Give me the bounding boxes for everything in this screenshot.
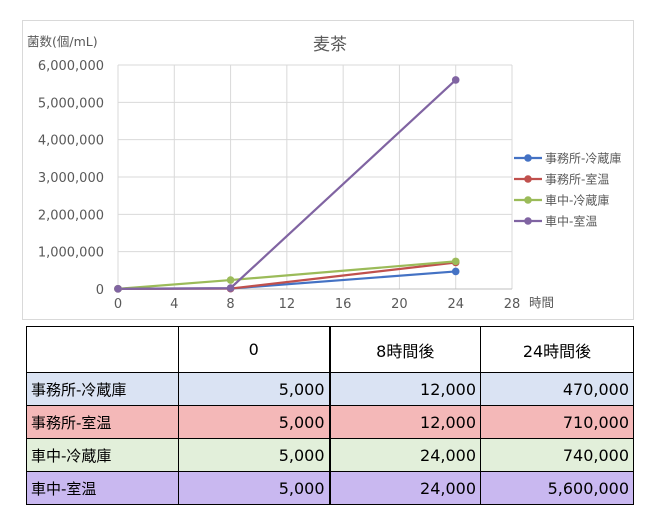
x-tick-label: 12	[279, 297, 296, 312]
table-cell: 24,000	[328, 438, 481, 472]
x-tick-label: 20	[391, 297, 408, 312]
row-label: 車中-室温	[26, 471, 179, 505]
table-row: 事務所-冷蔵庫 5,000 12,000 470,000	[26, 372, 634, 406]
table-cell: 12,000	[328, 372, 481, 406]
legend-marker	[524, 154, 532, 162]
y-tick-label: 0	[96, 283, 104, 298]
table-row: 事務所-室温 5,000 12,000 710,000	[26, 405, 634, 439]
x-tick-label: 0	[114, 297, 122, 312]
table-cell: 5,000	[178, 438, 330, 472]
legend-label: 事務所-冷蔵庫	[545, 152, 621, 166]
legend-label: 車中-室温	[545, 214, 597, 229]
table-cell: 5,000	[178, 405, 330, 439]
x-tick-label: 24	[447, 297, 464, 312]
data-point	[451, 76, 460, 84]
gridlines	[117, 64, 513, 290]
x-tick-label: 4	[170, 297, 178, 312]
legend-marker	[524, 175, 532, 183]
y-tick-label: 3,000,000	[38, 171, 104, 186]
y-tick-label: 1,000,000	[38, 246, 104, 261]
table-cell: 5,600,000	[480, 471, 634, 505]
series-lines	[114, 76, 460, 293]
row-label: 事務所-室温	[26, 405, 179, 439]
y-axis-label: 菌数(個/mL)	[27, 34, 98, 49]
data-table: 0 8時間後 24時間後 事務所-冷蔵庫 5,000 12,000 470,000 事務…	[26, 326, 634, 505]
table-cell: 5,000	[178, 471, 330, 505]
x-axis-label: 時間	[529, 295, 554, 310]
x-tick-label: 28	[504, 297, 521, 312]
table-row: 車中-室温 5,000 24,000 5,600,000	[26, 471, 634, 505]
chart-area: 0 1,000,000 2,000,000 3,000,000 4,000,000 5,0…	[22, 20, 634, 320]
y-tick-label: 2,000,000	[38, 208, 104, 223]
data-point	[226, 284, 235, 292]
data-point	[226, 276, 235, 284]
table-header-blank	[26, 326, 179, 373]
axes: 0 1,000,000 2,000,000 3,000,000 4,000,000 5,0…	[38, 59, 520, 312]
y-tick-label: 6,000,000	[38, 59, 104, 74]
table-cell: 24,000	[328, 471, 481, 505]
table-header-0: 0	[178, 326, 330, 373]
x-tick-label: 16	[335, 297, 352, 312]
table-cell: 740,000	[480, 438, 634, 472]
legend-marker	[524, 196, 532, 204]
legend-label: 事務所-室温	[545, 172, 609, 187]
data-point	[451, 257, 460, 266]
table-header-row: 0 8時間後 24時間後	[26, 326, 634, 373]
row-label: 車中-冷蔵庫	[26, 438, 179, 472]
table-cell: 710,000	[480, 405, 634, 439]
data-point	[114, 285, 122, 293]
table-cell: 470,000	[480, 372, 634, 406]
row-label: 事務所-冷蔵庫	[26, 372, 179, 406]
data-point	[451, 267, 460, 276]
table-row: 車中-冷蔵庫 5,000 24,000 740,000	[26, 438, 634, 472]
y-tick-label: 5,000,000	[38, 96, 104, 111]
line-chart: 0 1,000,000 2,000,000 3,000,000 4,000,000 5,0…	[27, 34, 621, 312]
x-tick-label: 8	[226, 297, 234, 312]
legend-label: 車中-冷蔵庫	[545, 193, 609, 208]
table-cell: 5,000	[178, 372, 330, 406]
table-cell: 12,000	[328, 405, 481, 439]
y-tick-label: 4,000,000	[38, 134, 104, 149]
chart-title: 麦茶	[313, 35, 347, 55]
table-header-24h: 24時間後	[480, 326, 634, 373]
table-header-8h: 8時間後	[328, 326, 481, 373]
legend-marker	[524, 217, 532, 225]
